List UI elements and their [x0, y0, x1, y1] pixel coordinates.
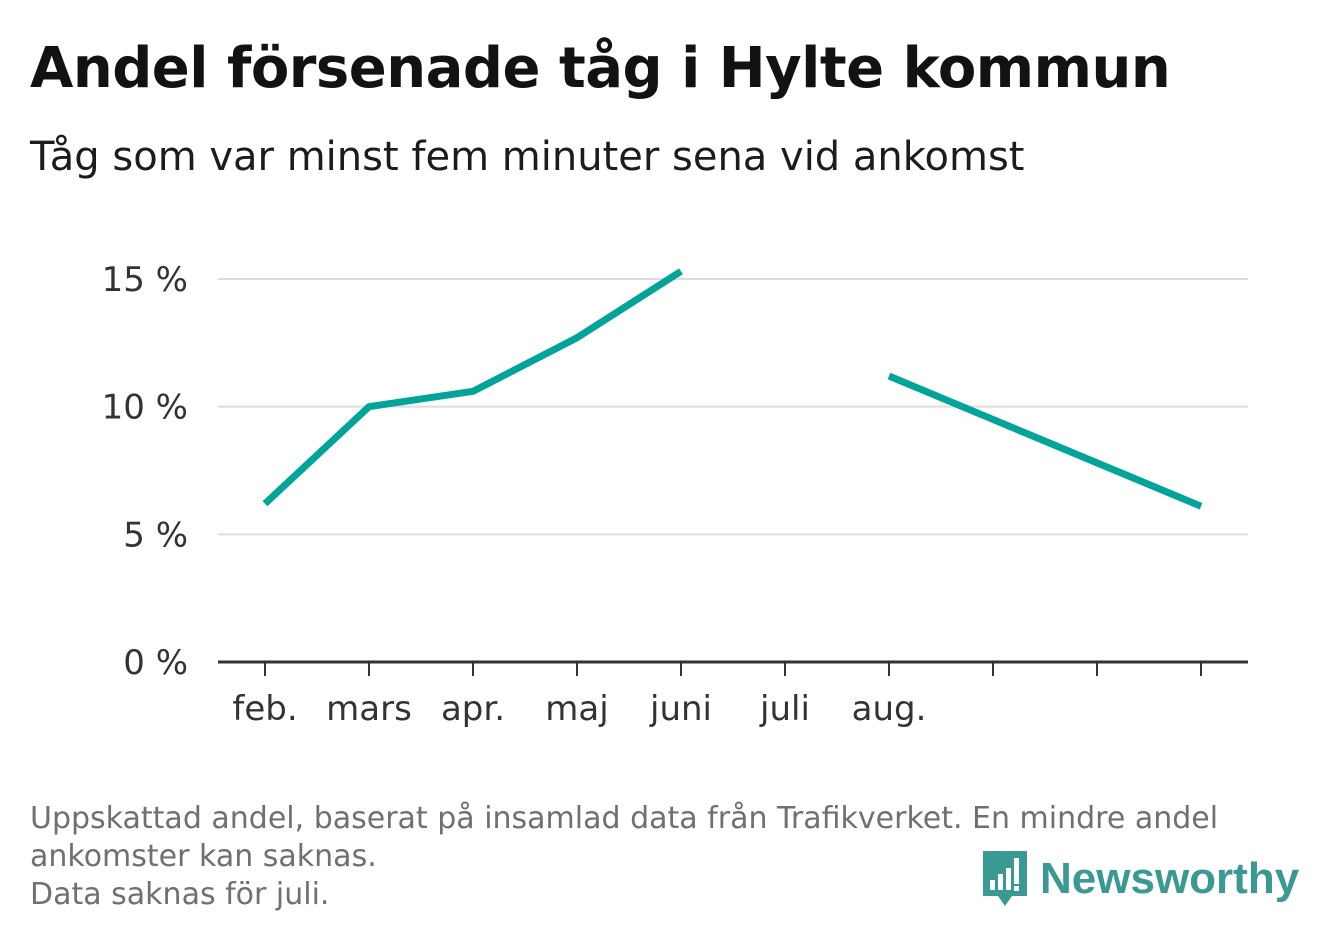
chart-title: Andel försenade tåg i Hylte kommun: [30, 36, 1171, 101]
x-tick-label: juni: [649, 689, 712, 729]
x-axis: feb. mars apr. maj juni juli aug.: [218, 660, 1248, 729]
series-line: [887, 372, 1203, 510]
chart-subtitle: Tåg som var minst fem minuter sena vid a…: [30, 134, 1025, 180]
footnote: Uppskattad andel, baserat på insamlad da…: [30, 800, 1280, 914]
x-tick-label: juli: [759, 689, 810, 729]
x-tick-label: mars: [326, 689, 412, 729]
series-line: [262, 268, 683, 507]
x-tick-label: maj: [545, 689, 608, 729]
x-tick-label: apr.: [441, 689, 505, 729]
y-axis: 0 % 5 % 10 % 15 %: [102, 260, 188, 683]
line-chart: 0 % 5 % 10 % 15 % feb. mars apr. maj juni juli au…: [102, 260, 1248, 729]
footnote-line-2: Data saknas för juli.: [30, 877, 330, 912]
bar-chart-speech-bubble-icon: [983, 851, 1027, 906]
brand-logo: Newsworthy: [980, 848, 1299, 910]
y-tick-label: 0 %: [123, 643, 188, 683]
y-tick-label: 5 %: [123, 515, 188, 555]
x-tick-label: aug.: [852, 689, 927, 729]
series-layer: [262, 268, 1203, 510]
brand-name: Newsworthy: [1040, 854, 1300, 903]
x-tick-label: feb.: [232, 689, 297, 729]
y-tick-label: 10 %: [102, 388, 188, 428]
y-tick-label: 15 %: [102, 260, 188, 300]
footnote-line-1: Uppskattad andel, baserat på insamlad da…: [30, 801, 1219, 874]
